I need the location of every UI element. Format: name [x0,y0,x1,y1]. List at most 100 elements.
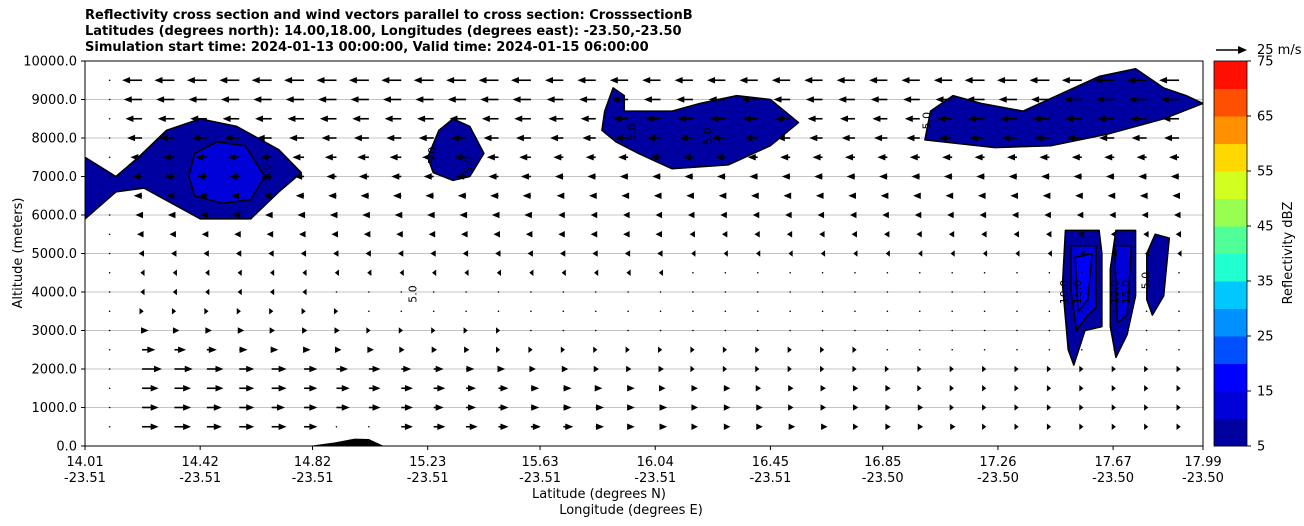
wind-vector [562,329,565,332]
wind-vector [304,404,318,411]
wind-vector [333,308,339,315]
wind-vector [756,271,759,274]
wind-vector [626,365,632,373]
wind-vector [1144,404,1149,411]
wind-vector [1169,154,1180,161]
wind-vector [918,310,921,313]
x-axis: 14.01-23.5114.42-23.5114.82-23.5115.23-2… [64,446,1224,486]
wind-vector [360,192,369,199]
wind-vector [353,134,369,142]
wind-vector [852,346,857,353]
wind-vector [316,77,337,84]
wind-vector [530,404,540,411]
wind-vector [108,117,111,120]
wind-vector [812,154,823,161]
wind-vector [595,423,605,430]
wind-vector [270,346,279,353]
wind-vector [786,231,793,238]
wind-vector [901,77,920,84]
wind-vector [674,77,693,84]
contour-label: 5.0 [1140,272,1153,290]
wind-vector [747,154,758,161]
wind-vector [1016,271,1018,274]
wind-vector [368,425,370,428]
wind-vector [401,365,412,373]
wind-vector [459,211,468,219]
wind-vector [854,310,856,313]
wind-vector [756,291,759,293]
y-tick-label: 9000.0 [32,93,78,108]
wind-vector [328,192,337,199]
wind-vector [1081,348,1083,351]
wind-vector [949,365,954,373]
wind-vector [1042,192,1051,199]
wind-vector [1170,173,1180,180]
wind-vector [692,310,694,313]
wind-vector [1111,423,1116,430]
wind-vector [382,96,402,103]
wind-vector [493,231,501,238]
wind-vector [108,175,111,178]
wind-vector [164,173,175,180]
wind-vector [336,365,349,373]
wind-vector [1175,231,1182,238]
wind-vector [773,96,791,103]
wind-vector [983,271,986,274]
reflectivity-region [426,118,485,182]
wind-vector [159,134,175,142]
wind-vector [1105,173,1115,180]
wind-vector [1002,134,1017,142]
wind-vector [256,134,272,142]
wind-vector [524,211,532,219]
wind-vector [271,385,287,392]
wind-vector [169,231,176,238]
wind-vector [627,310,629,313]
wind-vector [949,404,954,411]
wind-vector [171,308,177,315]
wind-vector [269,327,275,334]
wind-vector [771,77,791,84]
wind-vector [263,192,272,199]
wind-vector [1081,271,1083,274]
wind-vector [318,96,337,103]
wind-vector [741,96,758,103]
wind-vector [854,271,856,274]
wind-vector [336,404,350,411]
wind-vector [623,231,630,238]
wind-vector [983,310,986,313]
y-tick-label: 3000.0 [32,324,78,339]
colorbar-tick-label: 25 [1257,330,1274,345]
wind-vector [396,231,403,238]
wind-vector [368,291,370,293]
wind-vector [1160,96,1180,103]
wind-vector [854,329,856,332]
wind-vector [977,192,986,199]
wind-vector [1015,250,1020,257]
wind-vector [204,308,209,315]
wind-vector [392,192,402,199]
wind-vector [530,385,540,392]
wind-vector [333,250,339,257]
wind-vector [809,134,823,142]
wind-vector [348,77,369,84]
wind-vector [224,134,240,142]
colorbar-tick-label: 45 [1257,220,1274,235]
wind-vector [1075,192,1083,199]
wind-vector [917,385,922,392]
wind-vector [108,98,111,101]
wind-vector [329,211,338,219]
x-tick-label-lat: 14.42 [182,455,219,470]
wind-vector [265,211,273,219]
wind-vector [935,96,953,103]
wind-vector [594,385,603,392]
terrain [312,438,384,446]
wind-vector [432,291,435,293]
wind-vector [239,385,255,392]
wind-vector [220,96,240,103]
x-tick-label-lon: -23.51 [64,471,106,486]
wind-vector [877,154,888,161]
wind-vector [401,385,413,392]
wind-vector [431,327,436,334]
wind-vector [422,154,434,161]
wind-vector [938,134,953,142]
